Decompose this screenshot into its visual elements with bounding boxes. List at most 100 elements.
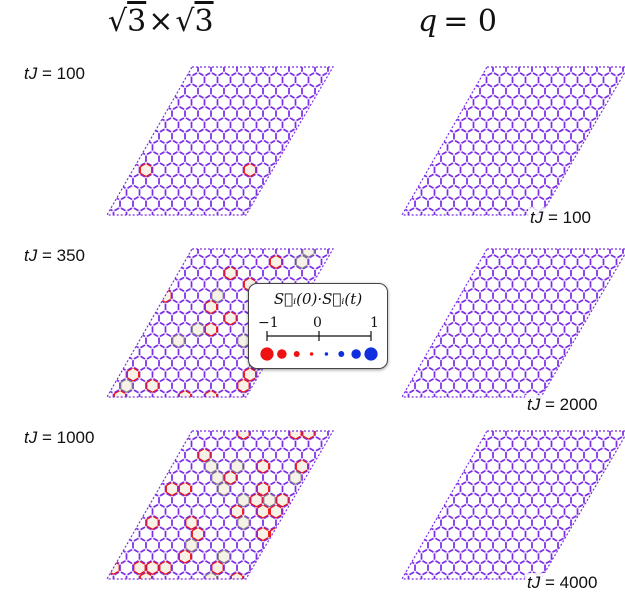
time-label-p2: tJ = 350 [22, 246, 87, 266]
kagome-panel-q0-t2000 [400, 248, 625, 398]
defect-hexagon [105, 516, 106, 529]
defect-hexagon [302, 431, 315, 440]
time-label-p5: tJ = 2000 [525, 395, 600, 415]
defect-hexagon [114, 427, 125, 428]
defect-hexagon [243, 162, 257, 178]
defect-hexagon [204, 571, 218, 579]
kagome-panel-sqrt3-t1000 [105, 427, 335, 585]
defect-hexagon [185, 515, 198, 530]
defect-hexagon [257, 427, 268, 428]
defect-hexagon [178, 481, 192, 497]
defect-hexagon [179, 427, 190, 428]
defect-hexagon [107, 174, 120, 189]
defect-hexagon [308, 504, 322, 519]
defect-hexagon [126, 481, 140, 497]
q-equals: = 0 [443, 4, 497, 39]
defect-hexagon [328, 174, 333, 189]
time-label-p1: tJ = 100 [22, 64, 87, 84]
defect-hexagon [269, 504, 283, 519]
legend-dot [324, 352, 329, 356]
defect-hexagon [316, 584, 327, 585]
defect-hexagon [121, 402, 132, 403]
defect-hexagon [295, 207, 309, 215]
kagome-panel-q0-t4000 [400, 430, 625, 580]
legend-dot [309, 352, 314, 356]
defect-hexagon [295, 254, 309, 270]
q-variable: q [418, 4, 438, 39]
defect-hexagon [120, 448, 133, 463]
defect-hexagon [237, 515, 250, 530]
defect-hexagon [105, 175, 106, 188]
radicand: 3 [194, 4, 214, 39]
defect-hexagon [159, 448, 172, 463]
radicand: 3 [127, 4, 147, 39]
legend-dot [364, 347, 378, 361]
sqrt-symbol: √ [175, 4, 195, 39]
time-label-p3: tJ = 1000 [22, 428, 97, 448]
time-label-p4: tJ = 100 [528, 208, 593, 228]
defect-hexagon [282, 549, 296, 564]
defect-hexagon [191, 526, 205, 542]
defect-hexagon [237, 378, 250, 393]
defect-hexagon [166, 427, 177, 428]
legend-dot [338, 351, 345, 357]
column-title-q0: q = 0 [418, 4, 497, 39]
defect-hexagon [178, 549, 192, 564]
legend-scale [260, 331, 378, 361]
defect-hexagon [165, 481, 179, 497]
defect-hexagon [295, 504, 309, 519]
defect-hexagon [146, 560, 159, 575]
defect-hexagon [147, 402, 158, 403]
defect-hexagon [172, 333, 185, 348]
defect-hexagon [211, 560, 224, 575]
defect-hexagon [283, 427, 294, 428]
defect-hexagon [159, 560, 172, 575]
defect-hexagon [107, 538, 120, 553]
defect-hexagon [328, 470, 333, 485]
legend-title: S⃗ᵢ(0)·S⃗ᵢ(t) [273, 290, 363, 308]
kagome-panel-sqrt3-t100 [105, 66, 335, 216]
defect-hexagon [308, 549, 322, 564]
defect-hexagon [105, 494, 106, 507]
defect-hexagon [217, 481, 231, 497]
legend-dot [260, 347, 274, 361]
defect-hexagon [198, 448, 211, 463]
defect-hexagon [153, 245, 164, 246]
defect-hexagon [263, 493, 276, 508]
defect-hexagon [256, 481, 270, 497]
defect-hexagon [224, 266, 237, 281]
defect-hexagon [204, 459, 218, 474]
defect-hexagon [295, 459, 309, 474]
defect-hexagon [276, 538, 289, 553]
defect-hexagon [105, 267, 106, 280]
defect-hexagon [217, 549, 231, 564]
legend-tick-min: −1 [258, 315, 279, 331]
defect-hexagon [139, 299, 153, 315]
defect-hexagon [237, 431, 250, 440]
defect-hexagon [204, 389, 218, 397]
defect-hexagon [256, 504, 270, 519]
defect-hexagon [276, 493, 289, 508]
defect-hexagon [126, 504, 140, 519]
defect-hexagon [107, 448, 120, 463]
defect-hexagon [113, 389, 127, 397]
defect-hexagon [289, 470, 302, 485]
defect-hexagon [146, 515, 159, 530]
legend-tick-max: 1 [370, 315, 379, 331]
defect-hexagon [302, 249, 315, 258]
defect-hexagon [238, 584, 249, 585]
defect-hexagon [107, 254, 114, 270]
defect-hexagon [315, 493, 328, 508]
defect-hexagon [289, 431, 302, 440]
defect-hexagon [230, 504, 244, 519]
defect-hexagon [107, 117, 114, 133]
defect-hexagon [107, 367, 114, 382]
legend-dot [277, 349, 287, 359]
defect-hexagon [256, 459, 270, 474]
kagome-panel-q0-t100 [400, 66, 625, 216]
defect-hexagon [126, 367, 140, 382]
defect-hexagon [211, 288, 224, 303]
defect-hexagon [230, 459, 244, 474]
defect-hexagon [191, 322, 205, 337]
defect-hexagon [185, 538, 198, 553]
